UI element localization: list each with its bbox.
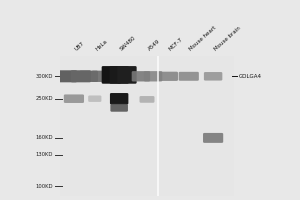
Text: Mouse heart: Mouse heart [189,25,217,52]
Text: A549: A549 [147,39,161,52]
FancyBboxPatch shape [110,104,128,112]
FancyBboxPatch shape [57,70,77,82]
FancyBboxPatch shape [64,94,84,103]
Text: GOLGA4: GOLGA4 [239,74,262,79]
FancyBboxPatch shape [71,70,91,82]
FancyBboxPatch shape [80,71,98,82]
Text: 250KD: 250KD [35,96,53,101]
FancyBboxPatch shape [92,71,110,82]
FancyBboxPatch shape [88,95,101,102]
FancyBboxPatch shape [203,133,223,143]
Text: 130KD: 130KD [36,152,53,157]
Text: 300KD: 300KD [36,74,53,79]
Text: U87: U87 [74,41,85,52]
FancyBboxPatch shape [110,66,129,84]
Text: 160KD: 160KD [35,135,53,140]
FancyBboxPatch shape [140,96,154,103]
FancyBboxPatch shape [204,72,222,81]
FancyBboxPatch shape [144,71,162,81]
FancyBboxPatch shape [102,66,121,84]
FancyBboxPatch shape [132,71,150,81]
FancyBboxPatch shape [158,72,178,81]
Text: HeLa: HeLa [95,39,109,52]
FancyBboxPatch shape [117,66,136,84]
Text: Mouse brain: Mouse brain [213,26,242,52]
FancyBboxPatch shape [110,93,128,104]
Text: SW480: SW480 [119,35,137,52]
Text: 100KD: 100KD [35,184,53,189]
Text: MCF-7: MCF-7 [168,37,184,52]
FancyBboxPatch shape [179,72,199,81]
